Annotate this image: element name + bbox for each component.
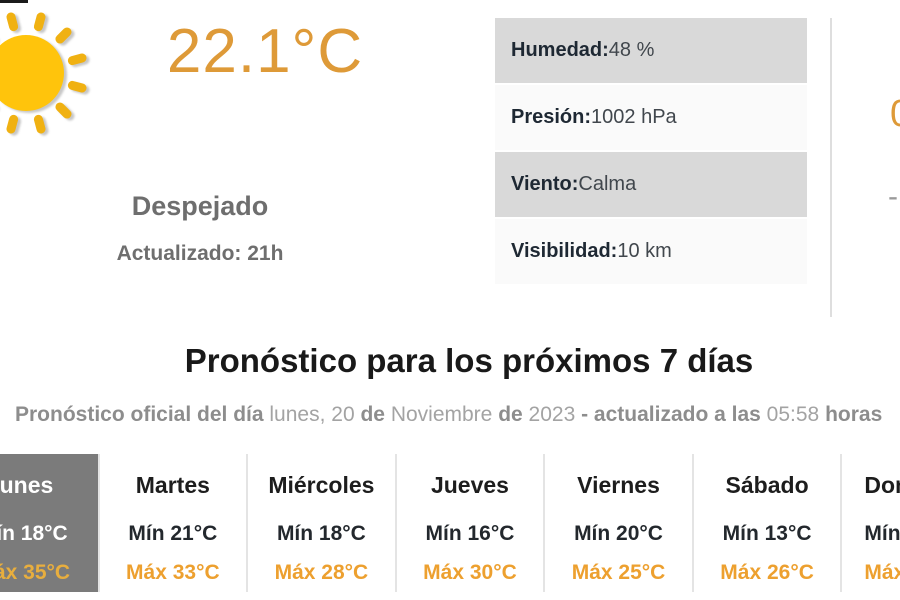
- sun-core: [0, 35, 64, 111]
- day-max-temp: Máx 33°C: [126, 561, 220, 585]
- day-min-temp: Mín 13°C: [722, 522, 812, 546]
- day-max-temp: Máx 28°C: [274, 561, 369, 585]
- forecast-day-domingo[interactable]: Domingo Mín Máx: [840, 454, 900, 592]
- sun-ray: [6, 12, 19, 32]
- forecast-day-lunes[interactable]: lunes Mín 18°C Máx 35°C: [0, 454, 98, 592]
- subtitle-part: de: [360, 403, 391, 426]
- day-min-temp: Mín: [864, 522, 900, 546]
- day-max-temp: Máx 26°C: [720, 561, 814, 585]
- forecast-subtitle: Pronóstico oficial del día lunes, 20 de …: [0, 403, 900, 427]
- detail-value: Calma: [578, 173, 637, 195]
- sun-icon: [0, 12, 87, 134]
- day-min-temp: Mín 18°C: [0, 522, 68, 546]
- day-name: Miércoles: [268, 472, 375, 498]
- current-condition-label: Despejado: [131, 191, 269, 221]
- weather-details-panel: Humedad: 48 % Presión: 1002 hPa Viento: Ca…: [495, 18, 807, 284]
- subtitle-part: de: [498, 403, 529, 426]
- sun-ray: [55, 27, 72, 44]
- forecast-day-miércoles[interactable]: Miércoles Mín 18°C Máx 28°C: [246, 454, 395, 592]
- forecast-table: lunes Mín 18°C Máx 35°C Martes Mín 21°C Máx 3…: [0, 454, 900, 592]
- detail-row: Presión: 1002 hPa: [495, 85, 807, 150]
- day-name: Jueves: [430, 472, 509, 498]
- detail-label: Visibilidad:: [511, 240, 618, 262]
- sun-ray: [67, 53, 87, 66]
- day-max-temp: Máx 35°C: [0, 561, 71, 585]
- day-min-temp: Mín 18°C: [276, 522, 366, 546]
- day-name: lunes: [0, 472, 54, 498]
- sun-ray: [6, 114, 19, 134]
- subtitle-part: Noviembre: [390, 403, 499, 426]
- subtitle-part: 2023: [528, 403, 582, 426]
- day-name: Sábado: [725, 472, 809, 498]
- current-temperature: 22.1°C: [166, 17, 364, 86]
- cutoff-value-top: 0: [890, 93, 900, 136]
- forecast-day-jueves[interactable]: Jueves Mín 16°C Máx 30°C: [394, 454, 544, 592]
- forecast-day-martes[interactable]: Martes Mín 21°C Máx 33°C: [97, 454, 247, 592]
- sun-ray: [33, 12, 46, 32]
- forecast-title: Pronóstico para los próximos 7 días: [184, 342, 754, 379]
- last-updated-label: Actualizado: 21h: [116, 242, 284, 265]
- detail-label: Viento:: [511, 173, 579, 195]
- day-min-temp: Mín 21°C: [128, 522, 218, 546]
- day-min-temp: Mín 20°C: [574, 522, 663, 546]
- day-max-temp: Máx 30°C: [423, 561, 517, 585]
- sun-ray: [67, 80, 87, 93]
- day-name: Martes: [135, 472, 210, 498]
- vertical-divider: [830, 18, 832, 317]
- detail-row: Humedad: 48 %: [495, 18, 807, 83]
- sun-ray: [33, 114, 46, 134]
- detail-value: 10 km: [617, 240, 672, 262]
- forecast-day-sábado[interactable]: Sábado Mín 13°C Máx 26°C: [691, 454, 841, 592]
- cutoff-value-bottom: -: [888, 180, 898, 213]
- day-max-temp: Máx 25°C: [571, 561, 666, 585]
- detail-label: Humedad:: [511, 39, 609, 61]
- subtitle-part: Pronóstico oficial del día: [15, 403, 270, 426]
- detail-row: Viento: Calma: [495, 152, 807, 217]
- forecast-day-viernes[interactable]: Viernes Mín 20°C Máx 25°C: [543, 454, 692, 592]
- detail-value: 1002 hPa: [591, 106, 677, 128]
- top-edge-artifact: [0, 0, 28, 3]
- day-max-temp: Máx: [864, 561, 900, 585]
- forecast-section: Pronóstico para los próximos 7 días Pron…: [0, 342, 900, 592]
- subtitle-part: - actualizado a las: [581, 403, 767, 426]
- sun-ray: [55, 102, 72, 119]
- detail-value: 48 %: [608, 39, 655, 61]
- day-name: Viernes: [577, 472, 660, 498]
- subtitle-part: lunes, 20: [269, 403, 361, 426]
- day-min-temp: Mín 16°C: [425, 522, 515, 546]
- day-name: Domingo: [864, 472, 900, 498]
- subtitle-part: horas: [825, 403, 883, 426]
- detail-row: Visibilidad: 10 km: [495, 219, 807, 284]
- subtitle-part: 05:58: [766, 403, 826, 426]
- detail-label: Presión:: [511, 106, 592, 128]
